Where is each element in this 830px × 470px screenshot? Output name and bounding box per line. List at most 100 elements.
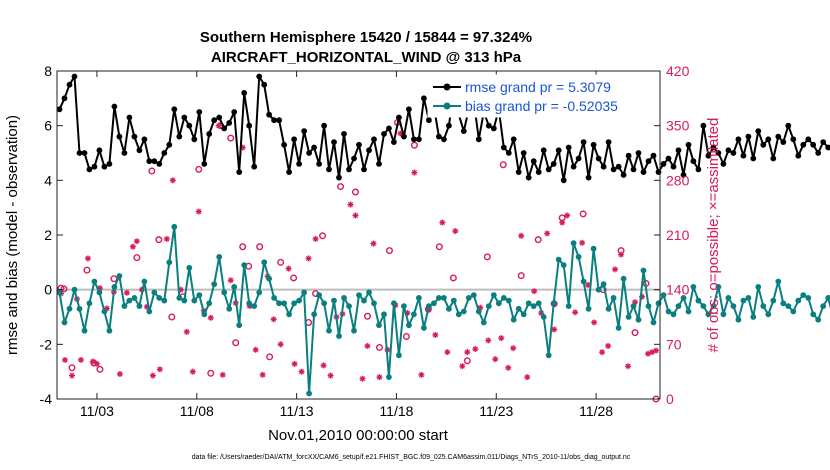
obs-assimilated-stroke [157,366,163,372]
rmse-point [86,166,93,173]
rmse-point [740,152,747,159]
y-tick-label-right: 210 [666,227,690,243]
obs-assimilated-stroke [306,255,312,261]
rmse-point [121,150,128,156]
bias-point [520,311,527,318]
obs-assimilated-stroke [313,236,319,242]
obs-assimilated-marker [312,235,319,242]
rmse-series [56,73,830,184]
rmse-point [191,136,198,143]
rmse-point [600,163,607,170]
bias-point [431,300,437,307]
bias-series [56,223,830,397]
obs-assimilated-stroke [271,316,277,322]
bias-point [710,303,717,309]
rmse-point [525,174,532,181]
bias-point [525,300,532,307]
obs-possible-marker [385,247,393,255]
obs-assimilated-marker [439,219,446,226]
rmse-point [206,131,213,137]
obs-assimilated-stroke [94,361,100,367]
obs-assimilated-marker [510,345,517,352]
obs-assimilated-stroke [327,373,334,379]
rmse-point [665,155,672,162]
bias-point [740,297,747,304]
obs-assimilated-stroke [164,236,170,242]
rmse-point [490,125,497,132]
rmse-point [650,152,657,159]
obs-assimilated-marker [285,265,292,272]
obs-possible-marker [277,258,285,266]
bias-point [156,295,163,301]
obs-assimilated-stroke [605,343,611,349]
rmse-point [136,147,143,154]
rmse-point [426,117,432,124]
obs-assimilated-marker [559,219,566,226]
rmse-point [710,144,717,151]
bias-point [650,319,657,326]
rmse-point [186,122,193,129]
rmse-point [705,152,712,159]
bias-point [256,289,263,296]
bias-point [575,254,582,260]
y-tick-label-left: 8 [44,63,52,79]
rmse-point [81,150,88,156]
rmse-point [371,136,377,143]
rmse-point [396,114,402,121]
obs-assimilated-stroke [260,372,266,378]
rmse-point [550,161,557,167]
rmse-point [331,139,337,146]
rmse-point [56,106,63,113]
obs-assimilated-marker [531,288,538,295]
obs-possible-marker [110,275,118,283]
obs-assimilated-stroke [299,369,305,375]
rmse-point [615,163,622,170]
bias-point [121,303,128,309]
rmse-point [256,73,263,80]
x-tick-label: 11/13 [280,403,314,419]
obs-assimilated-marker [472,346,479,353]
rmse-point [246,122,253,129]
rmse-point [416,136,422,143]
rmse-point [580,139,587,146]
bias-point [800,292,807,298]
legend-rmse-label: rmse grand pr = 5.3079 [465,79,611,95]
obs-assimilated-marker [219,371,226,378]
obs-assimilated-marker [347,201,354,208]
bias-point [760,303,767,309]
obs-assimilated-marker [84,255,91,262]
y-tick-label-left: 6 [44,118,52,134]
rmse-point [146,158,153,165]
legend-bias-marker [443,102,451,110]
obs-assimilated-stroke [376,374,383,380]
obs-possible-marker [266,353,274,361]
bias-point [765,311,772,318]
obs-possible-marker [402,333,410,341]
bias-point [500,295,507,301]
rmse-point [545,166,552,173]
bias-point [326,327,332,334]
bias-point [161,297,168,304]
rmse-point [725,147,732,154]
rmse-point [61,95,68,102]
rmse-point [311,144,317,151]
rmse-point [406,106,412,113]
obs-assimilated-stroke [564,212,570,219]
y-tick-label-right: 0 [666,391,674,407]
obs-assimilated-stroke [518,233,524,239]
bias-point [560,262,567,268]
bias-point [555,256,562,263]
bias-point [236,322,243,329]
bias-point [311,311,317,318]
y-tick-label-left: 2 [44,227,52,243]
obs-possible-marker [227,134,235,142]
rmse-point [286,169,292,176]
rmse-point [510,136,517,143]
bias-point [680,295,687,301]
obs-assimilated-marker [89,358,96,365]
bias-point [281,300,287,307]
obs-possible-marker [534,236,542,244]
rmse-point [700,122,707,129]
bias-point [66,305,73,312]
